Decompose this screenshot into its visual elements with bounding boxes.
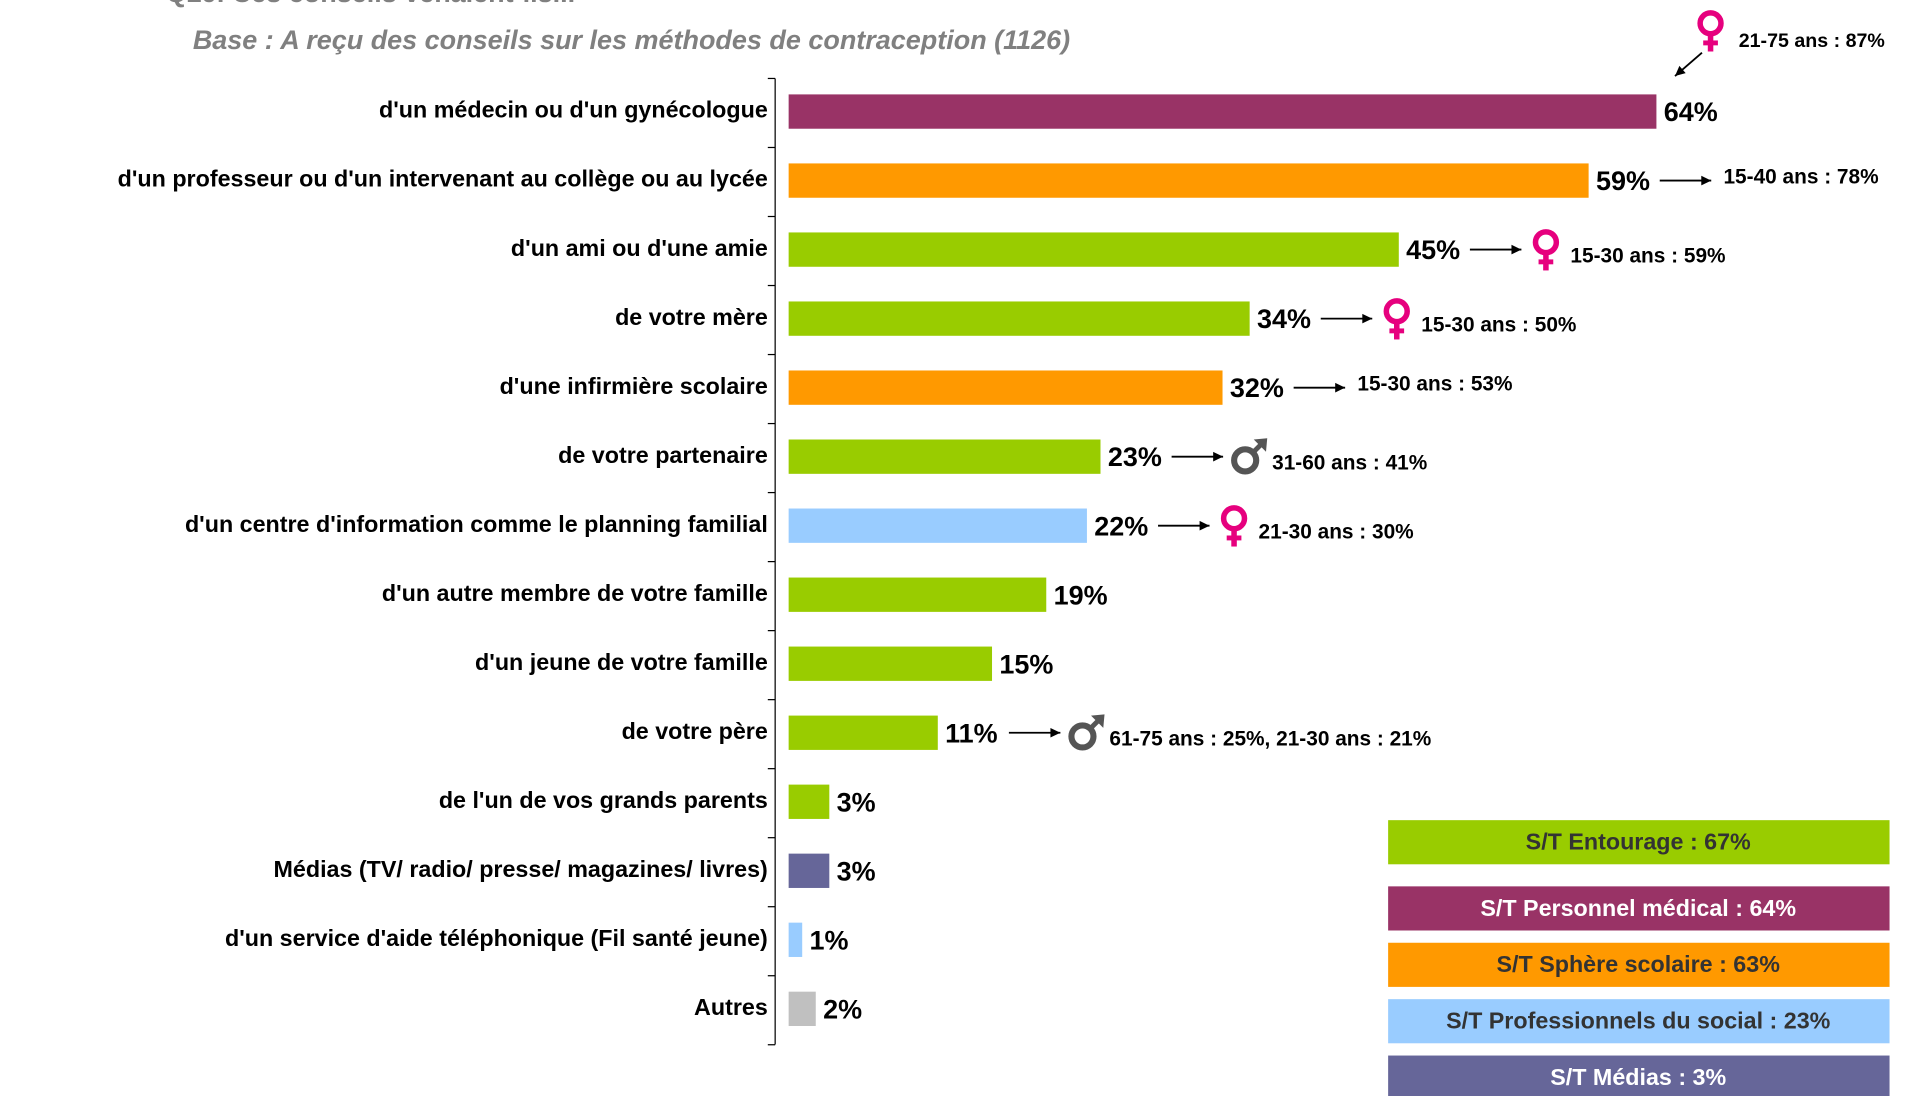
arrow-head <box>1362 313 1373 324</box>
category-label: d'un autre membre de votre famille <box>382 580 768 606</box>
value-label: 1% <box>810 925 849 955</box>
value-label: 34% <box>1257 304 1311 334</box>
bar <box>788 508 1087 543</box>
value-label: 2% <box>823 994 862 1024</box>
arrow-head <box>1213 451 1224 462</box>
value-label: 64% <box>1664 97 1718 127</box>
summary-box <box>1388 942 1890 987</box>
bar <box>788 991 816 1026</box>
annotation: 21-30 ans : 30% <box>1259 521 1414 544</box>
annotation: 15-40 ans : 78% <box>1723 166 1878 189</box>
bar <box>788 715 938 750</box>
annotation: 31-60 ans : 41% <box>1272 452 1427 475</box>
female-icon <box>1697 10 1724 52</box>
arrow-head <box>1701 175 1712 186</box>
category-label: Médias (TV/ radio/ presse/ magazines/ li… <box>274 856 768 882</box>
value-label: 19% <box>1054 580 1108 610</box>
value-label: 32% <box>1230 373 1284 403</box>
female-icon <box>1532 229 1560 271</box>
icon-tip <box>1253 438 1268 452</box>
icon-ring <box>1220 505 1248 532</box>
category-label: de votre mère <box>615 304 768 330</box>
value-label: 22% <box>1094 511 1148 541</box>
chart-title: Q29. Ces conseils venaient-ils... <box>166 0 575 8</box>
summary-label: S/T Médias : 3% <box>1550 1064 1726 1090</box>
bar <box>788 853 830 888</box>
bar <box>788 232 1399 267</box>
icon-ring <box>1068 722 1097 751</box>
category-label: d'un centre d'information comme le plann… <box>185 511 768 537</box>
icon-tip <box>1091 714 1105 728</box>
arrow-head <box>1050 727 1061 738</box>
value-label: 15% <box>999 649 1053 679</box>
summary-box <box>1388 999 1890 1044</box>
summary-box <box>1388 1055 1890 1096</box>
category-label: de l'un de vos grands parents <box>439 787 768 813</box>
chart-subtitle: Base : A reçu des conseils sur les métho… <box>193 25 1070 55</box>
annotation: 15-30 ans : 53% <box>1357 373 1512 396</box>
summary-label: S/T Personnel médical : 64% <box>1480 895 1796 921</box>
annotation: 15-30 ans : 50% <box>1421 313 1576 336</box>
category-label: d'une infirmière scolaire <box>500 373 768 399</box>
arrow-head <box>1511 244 1522 255</box>
bar <box>788 646 993 681</box>
summary-box <box>1388 820 1890 865</box>
annotation: 15-30 ans : 59% <box>1570 244 1725 267</box>
summary-label: S/T Professionnels du social : 23% <box>1446 1008 1831 1034</box>
bar <box>788 784 830 819</box>
category-label: de votre partenaire <box>558 442 768 468</box>
bar <box>788 922 803 957</box>
female-icon <box>1383 298 1410 340</box>
value-label: 11% <box>945 718 998 748</box>
category-label: d'un médecin ou d'un gynécologue <box>379 97 768 123</box>
female-icon <box>1220 505 1248 547</box>
category-label: d'un professeur ou d'un intervenant au c… <box>118 166 768 192</box>
summary-label: S/T Sphère scolaire : 63% <box>1497 951 1781 977</box>
category-label: Autres <box>694 994 768 1020</box>
value-label: 59% <box>1596 166 1650 196</box>
bar <box>788 439 1101 474</box>
bar <box>788 370 1223 405</box>
summary-label: S/T Entourage : 67% <box>1526 829 1751 855</box>
icon-ring <box>1383 298 1410 325</box>
arrow-head <box>1199 520 1210 531</box>
value-label: 23% <box>1108 442 1162 472</box>
icon-ring <box>1532 229 1560 256</box>
arrow-head <box>1335 382 1346 393</box>
icon-ring <box>1697 10 1724 37</box>
category-label: de votre père <box>622 718 768 744</box>
category-label: d'un jeune de votre famille <box>475 649 768 675</box>
annotation: 61-75 ans : 25%, 21-30 ans : 21% <box>1109 728 1431 751</box>
bar <box>788 577 1047 612</box>
annotation: 21-75 ans : 87% <box>1739 30 1885 52</box>
icon-ring <box>1231 446 1260 475</box>
bar <box>788 301 1250 336</box>
category-label: d'un service d'aide téléphonique (Fil sa… <box>225 925 768 951</box>
male-icon <box>1231 438 1268 475</box>
category-label: d'un ami ou d'une amie <box>511 235 768 261</box>
male-icon <box>1068 714 1105 751</box>
bar <box>788 163 1589 198</box>
value-label: 45% <box>1406 235 1460 265</box>
summary-box <box>1388 886 1890 931</box>
value-label: 3% <box>837 787 876 817</box>
arrow-head <box>1675 65 1686 77</box>
bar <box>788 94 1657 129</box>
value-label: 3% <box>837 856 876 886</box>
